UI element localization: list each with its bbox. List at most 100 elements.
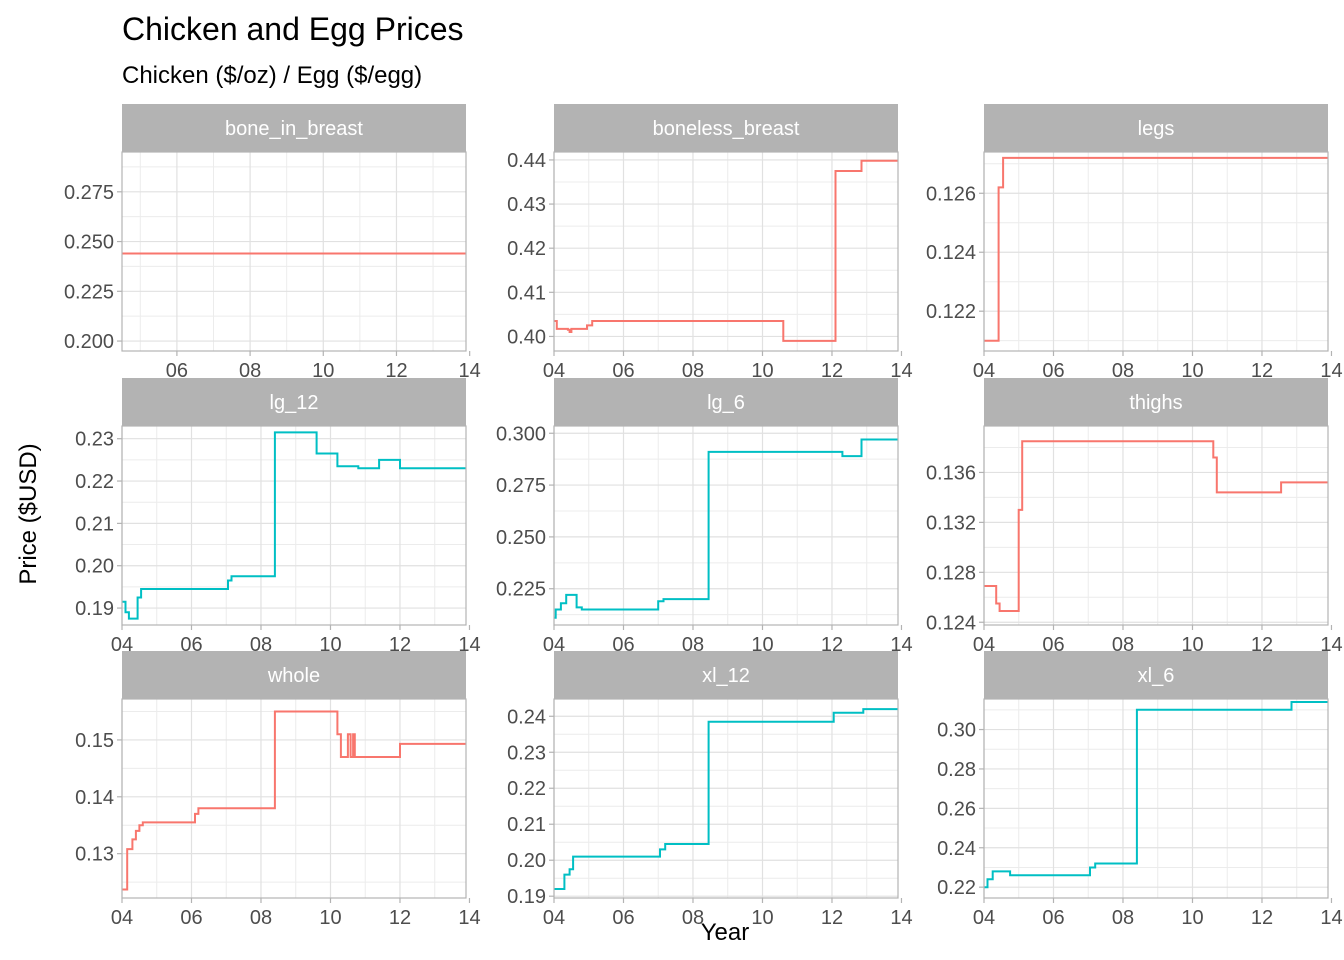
plot-area [984,426,1328,625]
x-tick-label: 08 [1112,634,1134,656]
x-tick-label: 14 [458,907,480,929]
y-tick-label: 0.19 [75,598,114,620]
facet-strip-label: xl_12 [702,665,750,687]
x-tick-label: 12 [821,634,843,656]
facet-strip-label: lg_12 [270,392,319,414]
series-line-egg [984,701,1328,889]
y-tick-label: 0.44 [507,150,546,172]
facet-strip [122,378,466,426]
x-tick-label: 12 [389,634,411,656]
panel-border [121,425,467,626]
x-tick-label: 04 [973,907,995,929]
y-tick-label: 0.15 [75,730,114,752]
x-tick-label: 10 [751,907,773,929]
plot-area [554,152,898,351]
panel-border [121,151,467,352]
panel-border [553,151,899,352]
y-tick-label: 0.300 [496,423,546,445]
x-tick-label: 08 [1112,360,1134,382]
x-tick-label: 06 [612,634,634,656]
x-tick-label: 14 [1320,907,1342,929]
x-tick-label: 14 [459,360,481,382]
x-tick-label: 04 [543,360,565,382]
y-tick-label: 0.24 [937,838,976,860]
x-tick-label: 08 [682,634,704,656]
y-tick-label: 0.22 [937,877,976,899]
y-tick-label: 0.136 [926,462,976,484]
facet-strip [554,104,898,152]
facet-strip-label: bone_in_breast [225,118,363,140]
x-tick-label: 04 [543,634,565,656]
facet-strip-label: legs [1138,118,1175,140]
y-tick-label: 0.126 [926,183,976,205]
x-tick-label: 10 [1181,360,1203,382]
x-tick-label: 06 [1042,907,1064,929]
y-tick-label: 0.225 [496,579,546,601]
gridlines [983,152,1328,351]
x-tick-label: 04 [543,907,565,929]
gridlines [983,426,1328,625]
chart-subtitle: Chicken ($/oz) / Egg ($/egg) [122,62,423,89]
x-tick-label: 12 [1251,634,1273,656]
gridlines [121,699,466,898]
facet-strip-label: boneless_breast [653,118,800,140]
x-tick-label: 04 [973,634,995,656]
plot-area [984,152,1328,351]
series-line-chicken [554,159,898,342]
x-tick-label: 14 [458,634,480,656]
panel-legs: legs 04 06 08 10 12 14 0.122 0.124 0.126 [926,104,1343,382]
y-tick-label: 0.275 [496,475,546,497]
x-tick-label: 06 [612,907,634,929]
facet-strip [984,378,1328,426]
y-tick-label: 0.23 [507,742,546,764]
y-tick-label: 0.41 [507,282,546,304]
x-tick-label: 04 [111,907,133,929]
series-line-chicken [984,156,1328,342]
panel-border [983,698,1329,899]
plot-area [122,152,466,351]
x-tick-label: 04 [111,634,133,656]
y-tick-label: 0.250 [496,527,546,549]
panel-border [983,425,1329,626]
series-line-chicken [122,710,466,891]
chart-title: Chicken and Egg Prices [122,11,464,47]
x-tick-label: 08 [239,360,261,382]
panels: bone_in_breast 06 08 10 12 14 0.200 0.225 0.250 0… [64,104,1343,929]
series-line-egg [554,438,898,619]
panel-border [983,151,1329,352]
x-tick-label: 12 [385,360,407,382]
x-tick-label: 10 [312,360,334,382]
x-tick-label: 14 [890,360,912,382]
x-tick-label: 10 [751,360,773,382]
x-tick-label: 08 [250,634,272,656]
facet-strip [554,651,898,699]
x-tick-label: 14 [1320,634,1342,656]
x-tick-label: 06 [1042,634,1064,656]
panel-border [553,698,899,899]
x-tick-label: 06 [166,360,188,382]
x-tick-label: 12 [1251,360,1273,382]
y-tick-label: 0.23 [75,429,114,451]
x-tick-label: 14 [890,907,912,929]
y-tick-label: 0.28 [937,759,976,781]
plot-area [122,426,466,625]
x-tick-label: 12 [821,907,843,929]
x-tick-label: 10 [1181,634,1203,656]
y-tick-label: 0.128 [926,562,976,584]
panel-border [553,425,899,626]
y-tick-label: 0.122 [926,301,976,323]
y-tick-label: 0.43 [507,194,546,216]
facet-strip-label: whole [267,665,320,687]
y-tick-label: 0.22 [507,778,546,800]
y-tick-label: 0.21 [507,814,546,836]
y-tick-label: 0.20 [507,850,546,872]
x-tick-label: 12 [389,907,411,929]
x-tick-label: 06 [612,360,634,382]
y-tick-label: 0.124 [926,242,976,264]
x-tick-label: 08 [682,907,704,929]
y-tick-label: 0.124 [926,612,976,634]
y-tick-label: 0.275 [64,182,114,204]
x-tick-label: 06 [180,907,202,929]
y-tick-label: 0.40 [507,326,546,348]
